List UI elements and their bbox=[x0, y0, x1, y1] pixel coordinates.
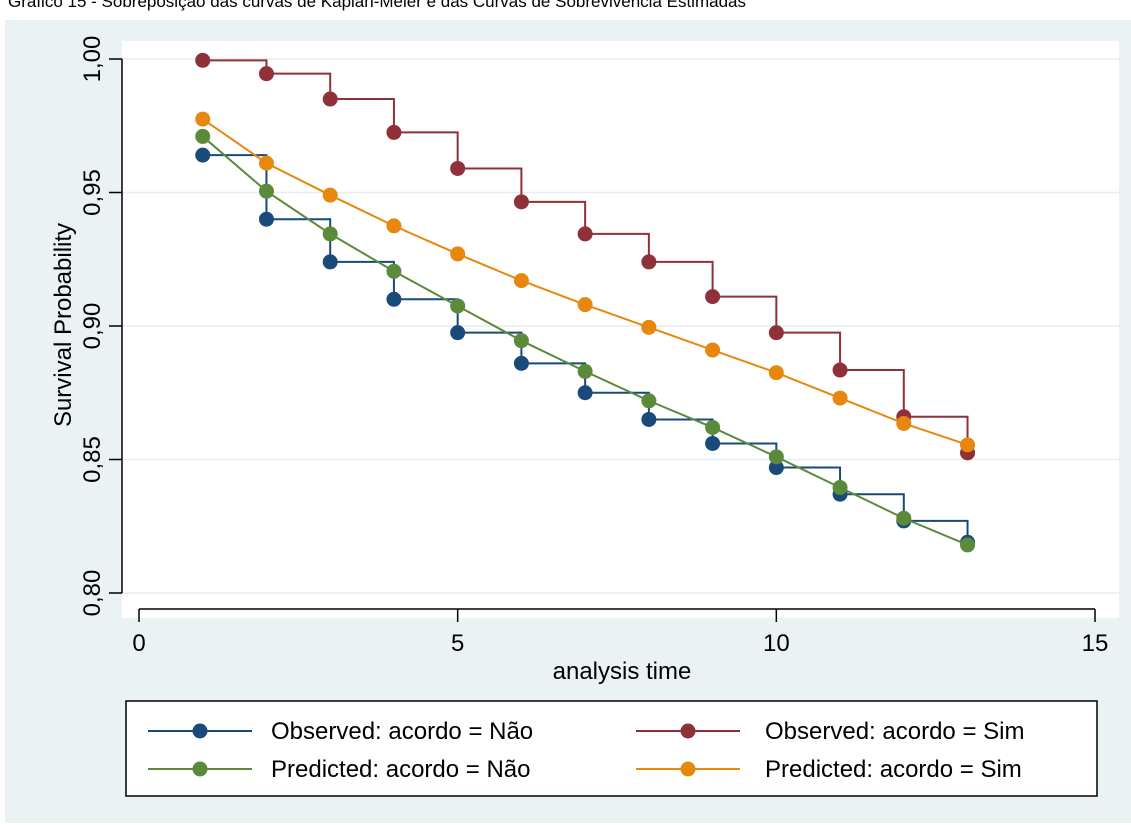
legend-swatch-marker bbox=[680, 761, 696, 777]
data-point bbox=[386, 263, 402, 279]
x-axis-label: analysis time bbox=[553, 658, 692, 685]
data-point bbox=[577, 297, 593, 313]
y-tick-label: 0,85 bbox=[79, 436, 106, 483]
y-tick-label: 1,00 bbox=[79, 36, 106, 83]
axes bbox=[109, 58, 1096, 622]
y-axis-label: Survival Probability bbox=[50, 223, 77, 427]
data-point bbox=[832, 362, 848, 378]
data-point bbox=[705, 342, 721, 358]
data-point bbox=[577, 363, 593, 379]
data-point bbox=[832, 480, 848, 496]
legend-item: Observed: acordo = Não bbox=[148, 718, 533, 745]
data-point bbox=[896, 510, 912, 526]
data-point bbox=[195, 111, 211, 127]
data-point bbox=[386, 124, 402, 140]
legend-swatch-marker bbox=[192, 723, 208, 739]
legend-item: Observed: acordo = Sim bbox=[636, 718, 1024, 745]
data-point bbox=[641, 411, 657, 427]
data-point bbox=[386, 218, 402, 234]
data-point bbox=[195, 52, 211, 68]
data-point bbox=[577, 385, 593, 401]
series-layer bbox=[195, 52, 976, 553]
x-tick-label: 15 bbox=[1082, 630, 1109, 657]
data-point bbox=[513, 273, 529, 289]
legend-item: Predicted: acordo = Sim bbox=[636, 756, 1022, 783]
data-point bbox=[705, 435, 721, 451]
data-point bbox=[450, 325, 466, 341]
legend-label: Observed: acordo = Não bbox=[271, 718, 533, 745]
data-point bbox=[322, 187, 338, 203]
x-tick-label: 5 bbox=[451, 630, 464, 657]
data-point bbox=[258, 66, 274, 82]
data-point bbox=[641, 254, 657, 270]
data-point bbox=[513, 333, 529, 349]
data-point bbox=[768, 449, 784, 465]
series-1 bbox=[195, 52, 976, 461]
data-point bbox=[450, 246, 466, 262]
y-tick-label: 0,80 bbox=[79, 570, 106, 617]
data-point bbox=[768, 365, 784, 381]
legend-item: Predicted: acordo = Não bbox=[148, 756, 531, 783]
series-3 bbox=[195, 111, 976, 453]
x-tick-label: 0 bbox=[132, 630, 145, 657]
tick-labels: 0 5 10 15 0,80 0,85 0,90 0,95 1,00 bbox=[79, 36, 1108, 657]
data-point bbox=[258, 155, 274, 171]
legend-label: Observed: acordo = Sim bbox=[765, 718, 1024, 745]
legend: Observed: acordo = Não Observed: acordo =… bbox=[125, 700, 1098, 797]
y-tick-label: 0,90 bbox=[79, 303, 106, 350]
data-point bbox=[258, 183, 274, 199]
data-point bbox=[641, 319, 657, 335]
data-point bbox=[705, 419, 721, 435]
figure-caption: Gráfico 15 - Sobreposição das curvas de … bbox=[8, 0, 746, 11]
data-point bbox=[513, 194, 529, 210]
data-point bbox=[322, 91, 338, 107]
data-point bbox=[258, 211, 274, 227]
data-point bbox=[768, 460, 784, 476]
y-tick-label: 0,95 bbox=[79, 169, 106, 216]
data-point bbox=[450, 160, 466, 176]
legend-box bbox=[125, 700, 1098, 797]
data-point bbox=[577, 226, 593, 242]
data-point bbox=[960, 437, 976, 453]
data-point bbox=[705, 289, 721, 305]
plot-area bbox=[122, 41, 1119, 618]
series-2 bbox=[195, 128, 976, 553]
x-tick-label: 10 bbox=[763, 630, 790, 657]
data-point bbox=[322, 254, 338, 270]
gridlines bbox=[122, 58, 1119, 594]
legend-swatch-marker bbox=[680, 723, 696, 739]
data-point bbox=[322, 226, 338, 242]
legend-swatch-marker bbox=[192, 761, 208, 777]
data-point bbox=[195, 147, 211, 163]
data-point bbox=[768, 325, 784, 341]
data-point bbox=[896, 415, 912, 431]
data-point bbox=[832, 390, 848, 406]
data-point bbox=[386, 291, 402, 307]
data-point bbox=[641, 393, 657, 409]
legend-label: Predicted: acordo = Sim bbox=[765, 756, 1022, 783]
data-point bbox=[960, 537, 976, 553]
data-point bbox=[195, 128, 211, 144]
data-point bbox=[513, 355, 529, 371]
data-point bbox=[450, 298, 466, 314]
legend-label: Predicted: acordo = Não bbox=[271, 756, 531, 783]
